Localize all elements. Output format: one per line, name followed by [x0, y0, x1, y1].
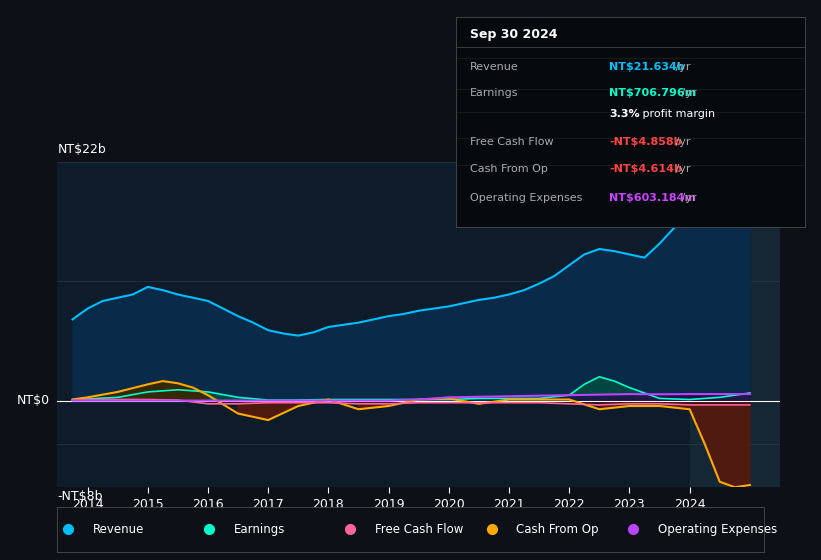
Text: -NT$4.614b: -NT$4.614b — [609, 164, 682, 174]
Text: Free Cash Flow: Free Cash Flow — [470, 137, 553, 147]
Text: Revenue: Revenue — [93, 522, 144, 536]
Text: Cash From Op: Cash From Op — [470, 164, 548, 174]
Text: NT$706.796m: NT$706.796m — [609, 88, 696, 99]
Text: NT$0: NT$0 — [17, 394, 50, 407]
Text: Operating Expenses: Operating Expenses — [470, 193, 582, 203]
Text: NT$603.184m: NT$603.184m — [609, 193, 696, 203]
Text: Free Cash Flow: Free Cash Flow — [375, 522, 464, 536]
Text: -NT$4.858b: -NT$4.858b — [609, 137, 681, 147]
Text: -NT$8b: -NT$8b — [57, 491, 103, 503]
Text: Cash From Op: Cash From Op — [516, 522, 599, 536]
Text: /yr: /yr — [672, 62, 690, 72]
Text: NT$22b: NT$22b — [57, 143, 106, 156]
Bar — [690, 162, 780, 487]
Text: /yr: /yr — [672, 164, 690, 174]
Text: Revenue: Revenue — [470, 62, 518, 72]
Text: profit margin: profit margin — [639, 109, 715, 119]
Text: Sep 30 2024: Sep 30 2024 — [470, 28, 557, 41]
Text: Operating Expenses: Operating Expenses — [658, 522, 777, 536]
Text: /yr: /yr — [672, 137, 690, 147]
Text: 3.3%: 3.3% — [609, 109, 640, 119]
Text: /yr: /yr — [678, 88, 697, 99]
Text: Earnings: Earnings — [470, 88, 518, 99]
Text: NT$21.634b: NT$21.634b — [609, 62, 685, 72]
Text: /yr: /yr — [678, 193, 697, 203]
Text: Earnings: Earnings — [234, 522, 286, 536]
